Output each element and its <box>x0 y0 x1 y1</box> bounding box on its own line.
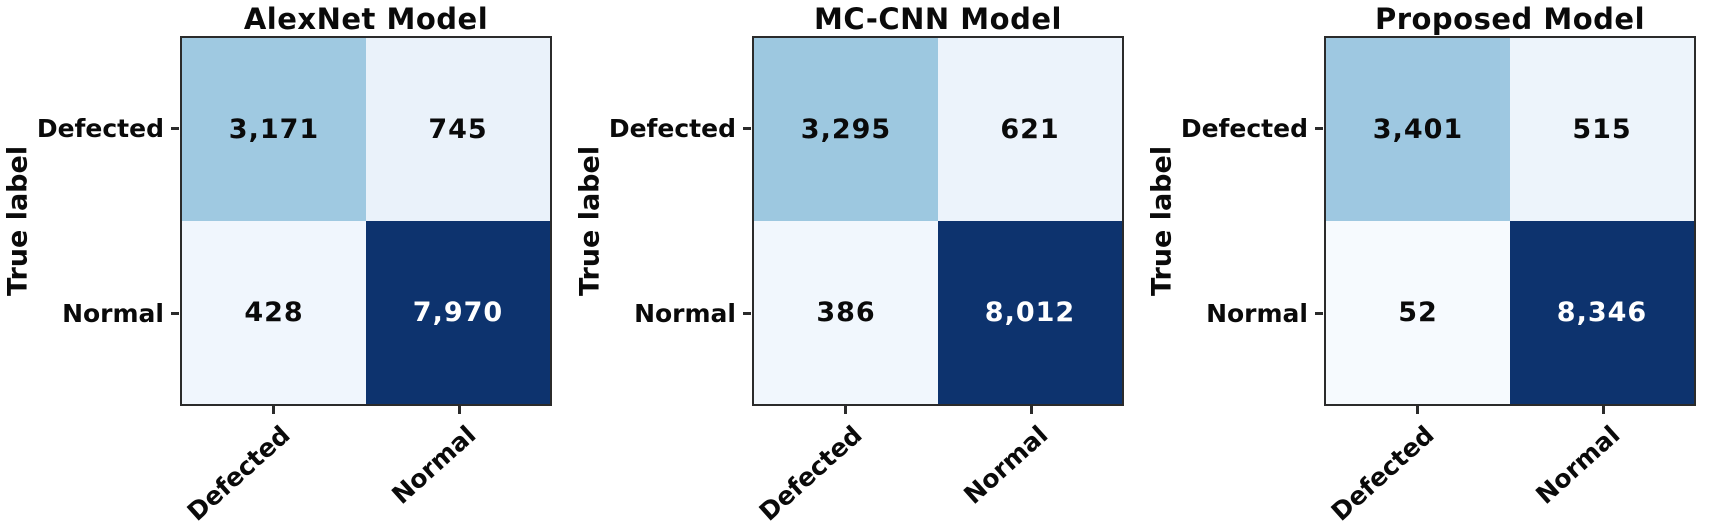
x-tick-mark <box>1416 406 1419 414</box>
cell-value: 7,970 <box>412 297 504 328</box>
cell-value: 52 <box>1398 297 1438 328</box>
x-tick-mark <box>1602 406 1605 414</box>
x-tick-mark <box>844 406 847 414</box>
y-tick-label-defected: Defected <box>1180 114 1308 143</box>
x-tick-label-normal: Normal <box>958 420 1054 510</box>
confusion-matrix: 3,401 515 52 8,346 <box>1324 36 1696 406</box>
matrix-cell-normal-defected: 52 <box>1326 221 1510 404</box>
cell-value: 3,171 <box>228 114 320 145</box>
matrix-cell-defected-defected: 3,401 <box>1326 38 1510 221</box>
x-tick-mark <box>458 406 461 414</box>
y-tick-mark <box>743 312 751 315</box>
panel-title: Proposed Model <box>1374 2 1646 36</box>
y-tick-label-normal: Normal <box>62 299 164 328</box>
x-tick-label-defected: Defected <box>1325 420 1440 523</box>
confusion-matrix: 3,295 621 386 8,012 <box>752 36 1124 406</box>
x-tick-mark <box>272 406 275 414</box>
matrix-cell-normal-defected: 386 <box>754 221 938 404</box>
x-tick-label-defected: Defected <box>753 420 868 523</box>
cell-value: 386 <box>816 297 876 328</box>
x-tick-label-defected: Defected <box>181 420 296 523</box>
cell-value: 8,012 <box>984 297 1076 328</box>
matrix-cell-normal-normal: 8,346 <box>1510 221 1694 404</box>
y-tick-mark <box>171 127 179 130</box>
y-tick-label-defected: Defected <box>608 114 736 143</box>
model-panel-1: AlexNet Model True label Defected Normal… <box>0 0 572 523</box>
x-tick-label-normal: Normal <box>386 420 482 510</box>
x-tick-label-normal: Normal <box>1530 420 1626 510</box>
cell-value: 621 <box>1000 114 1060 145</box>
panel-title: MC-CNN Model <box>814 2 1062 36</box>
cell-value: 745 <box>428 114 488 145</box>
panel-title: AlexNet Model <box>243 2 489 36</box>
matrix-cell-normal-defected: 428 <box>182 221 366 404</box>
model-panel-3: Proposed Model True label Defected Norma… <box>1144 0 1716 523</box>
confusion-matrix: 3,171 745 428 7,970 <box>180 36 552 406</box>
y-tick-label-defected: Defected <box>36 114 164 143</box>
y-tick-mark <box>743 127 751 130</box>
matrix-cell-defected-normal: 515 <box>1510 38 1694 221</box>
cell-value: 428 <box>244 297 304 328</box>
matrix-cell-normal-normal: 7,970 <box>366 221 550 404</box>
matrix-cell-defected-normal: 621 <box>938 38 1122 221</box>
cell-value: 515 <box>1572 114 1632 145</box>
matrix-cell-defected-defected: 3,171 <box>182 38 366 221</box>
y-tick-label-normal: Normal <box>634 299 736 328</box>
y-tick-mark <box>1315 127 1323 130</box>
x-tick-mark <box>1030 406 1033 414</box>
matrix-cell-defected-normal: 745 <box>366 38 550 221</box>
matrix-cell-defected-defected: 3,295 <box>754 38 938 221</box>
cell-value: 3,401 <box>1372 114 1464 145</box>
cell-value: 8,346 <box>1556 297 1648 328</box>
cell-value: 3,295 <box>800 114 892 145</box>
model-panel-2: MC-CNN Model True label Defected Normal … <box>572 0 1144 523</box>
y-tick-mark <box>171 312 179 315</box>
matrix-cell-normal-normal: 8,012 <box>938 221 1122 404</box>
y-tick-label-normal: Normal <box>1206 299 1308 328</box>
y-tick-mark <box>1315 312 1323 315</box>
